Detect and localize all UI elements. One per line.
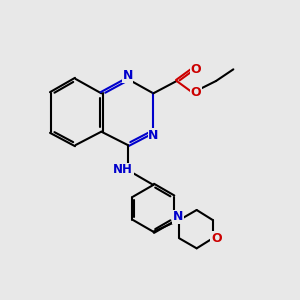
Text: N: N <box>148 129 158 142</box>
Text: O: O <box>190 86 201 99</box>
Text: NH: NH <box>113 164 133 176</box>
Text: O: O <box>190 63 201 76</box>
Text: O: O <box>211 232 222 245</box>
Text: N: N <box>172 211 183 224</box>
Text: N: N <box>122 69 133 82</box>
